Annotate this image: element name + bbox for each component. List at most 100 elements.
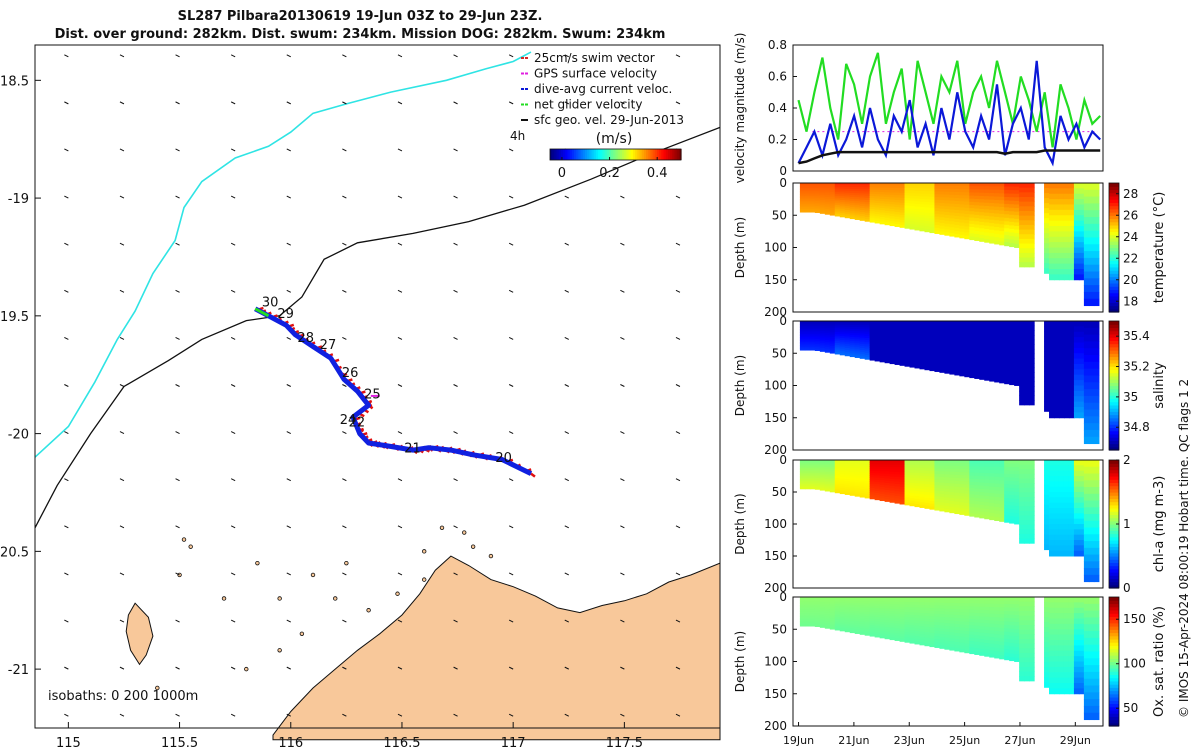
heatmap-cell	[1063, 209, 1070, 216]
heatmap-cell	[834, 328, 841, 331]
colorbar-cell	[1109, 651, 1119, 656]
heatmap-cell	[1068, 677, 1075, 684]
heatmap-cell	[839, 184, 846, 188]
heatmap-cell	[1054, 236, 1060, 243]
heatmap-cell	[899, 460, 906, 463]
colorbar-cell	[615, 149, 619, 160]
heatmap-cell	[809, 322, 816, 325]
heatmap-cell	[924, 358, 931, 363]
heatmap-cell	[859, 350, 866, 353]
heatmap-cell	[829, 605, 836, 609]
heatmap-cell	[879, 466, 886, 470]
heatmap-cell	[814, 334, 821, 337]
heatmap-cell	[919, 620, 926, 625]
heatmap-cell	[914, 604, 921, 608]
heatmap-cell	[1009, 204, 1015, 209]
heatmap-cell	[959, 219, 965, 224]
heatmap-cell	[874, 623, 881, 627]
heatmap-cell	[869, 483, 876, 487]
heatmap-cell	[879, 321, 886, 324]
heatmap-cell	[819, 466, 826, 469]
heatmap-cell	[979, 463, 985, 467]
heatmap-cell	[1083, 514, 1090, 522]
heatmap-ytick-label: 200	[764, 443, 787, 457]
colorbar-cell	[1109, 706, 1119, 711]
heatmap-cell	[1004, 376, 1010, 381]
heatmap-cell	[994, 210, 1000, 214]
heatmap-cell	[994, 348, 1000, 352]
heatmap-cell	[809, 463, 816, 466]
heatmap-cell	[859, 203, 866, 207]
heatmap-cell	[904, 198, 911, 202]
heatmap-cell	[999, 200, 1005, 205]
heatmap-cell	[909, 477, 916, 481]
heatmap-cell	[824, 198, 831, 201]
heatmap-cell	[939, 645, 945, 649]
colorbar-cell	[1109, 606, 1119, 611]
heatmap-cell	[909, 627, 916, 631]
heatmap-cell	[969, 609, 975, 614]
heatmap-cell	[869, 633, 876, 637]
heatmap-cell	[849, 184, 856, 188]
heatmap-cell	[924, 615, 931, 620]
heatmap-cell	[1004, 631, 1010, 636]
heatmap-cell	[824, 202, 831, 205]
heatmap-cell	[849, 485, 856, 488]
heatmap-cell	[914, 597, 921, 601]
heatmap-cell	[859, 607, 866, 610]
heatmap-cell	[1063, 188, 1070, 195]
heatmap-cell	[924, 220, 931, 225]
heatmap-cell	[904, 627, 911, 631]
heatmap-cell	[1044, 504, 1050, 511]
heatmap-cell	[1068, 634, 1075, 641]
heatmap-cell	[804, 202, 811, 205]
map-ytick-label: 18.5	[0, 74, 29, 89]
heatmap-cell	[969, 214, 975, 219]
heatmap-cell	[899, 474, 906, 478]
heatmap-cell	[839, 332, 846, 335]
heatmap-cell	[859, 335, 866, 339]
heatmap-cell	[904, 639, 911, 643]
heatmap-cell	[1093, 500, 1100, 508]
heatmap-cell	[874, 486, 881, 490]
colorbar-cell	[1109, 565, 1119, 570]
heatmap-cell	[1093, 409, 1100, 417]
geo-arrow	[508, 54, 514, 58]
heatmap-cell	[844, 488, 851, 492]
geo-arrow	[230, 525, 236, 529]
heatmap-cell	[929, 183, 936, 187]
heatmap-cell	[919, 626, 926, 630]
heatmap-cell	[989, 377, 995, 382]
heatmap-cell	[1019, 224, 1025, 231]
heatmap-cell	[994, 651, 1000, 656]
heatmap-cell	[1004, 186, 1010, 191]
heatmap-cell	[809, 469, 816, 472]
heatmap-cell	[1049, 252, 1055, 259]
heatmap-cell	[844, 334, 851, 337]
heatmap-cell	[804, 329, 811, 332]
heatmap-cell	[934, 332, 941, 336]
heatmap-cell	[989, 321, 995, 325]
heatmap-cell	[849, 622, 856, 626]
heatmap-cell	[1073, 460, 1080, 466]
heatmap-cell	[809, 464, 816, 467]
heatmap-cell	[854, 462, 861, 465]
heatmap-cell	[844, 465, 851, 469]
heatmap-cell	[1073, 374, 1080, 381]
heatmap-cell	[989, 479, 995, 484]
heatmap-cell	[924, 193, 931, 198]
heatmap-cell	[869, 187, 876, 191]
heatmap-cell	[929, 495, 936, 499]
heatmap-cell	[1078, 252, 1085, 259]
heatmap-cell	[909, 211, 916, 215]
heatmap-cell	[1019, 629, 1025, 635]
heatmap-cell	[964, 345, 970, 350]
colorbar-cell	[1109, 619, 1119, 624]
heatmap-cell	[1054, 326, 1060, 333]
heatmap-cell	[1078, 502, 1085, 509]
heatmap-cell	[824, 193, 831, 196]
heatmap-cell	[929, 638, 936, 642]
heatmap-cell	[909, 625, 916, 629]
heatmap-cell	[814, 339, 821, 342]
